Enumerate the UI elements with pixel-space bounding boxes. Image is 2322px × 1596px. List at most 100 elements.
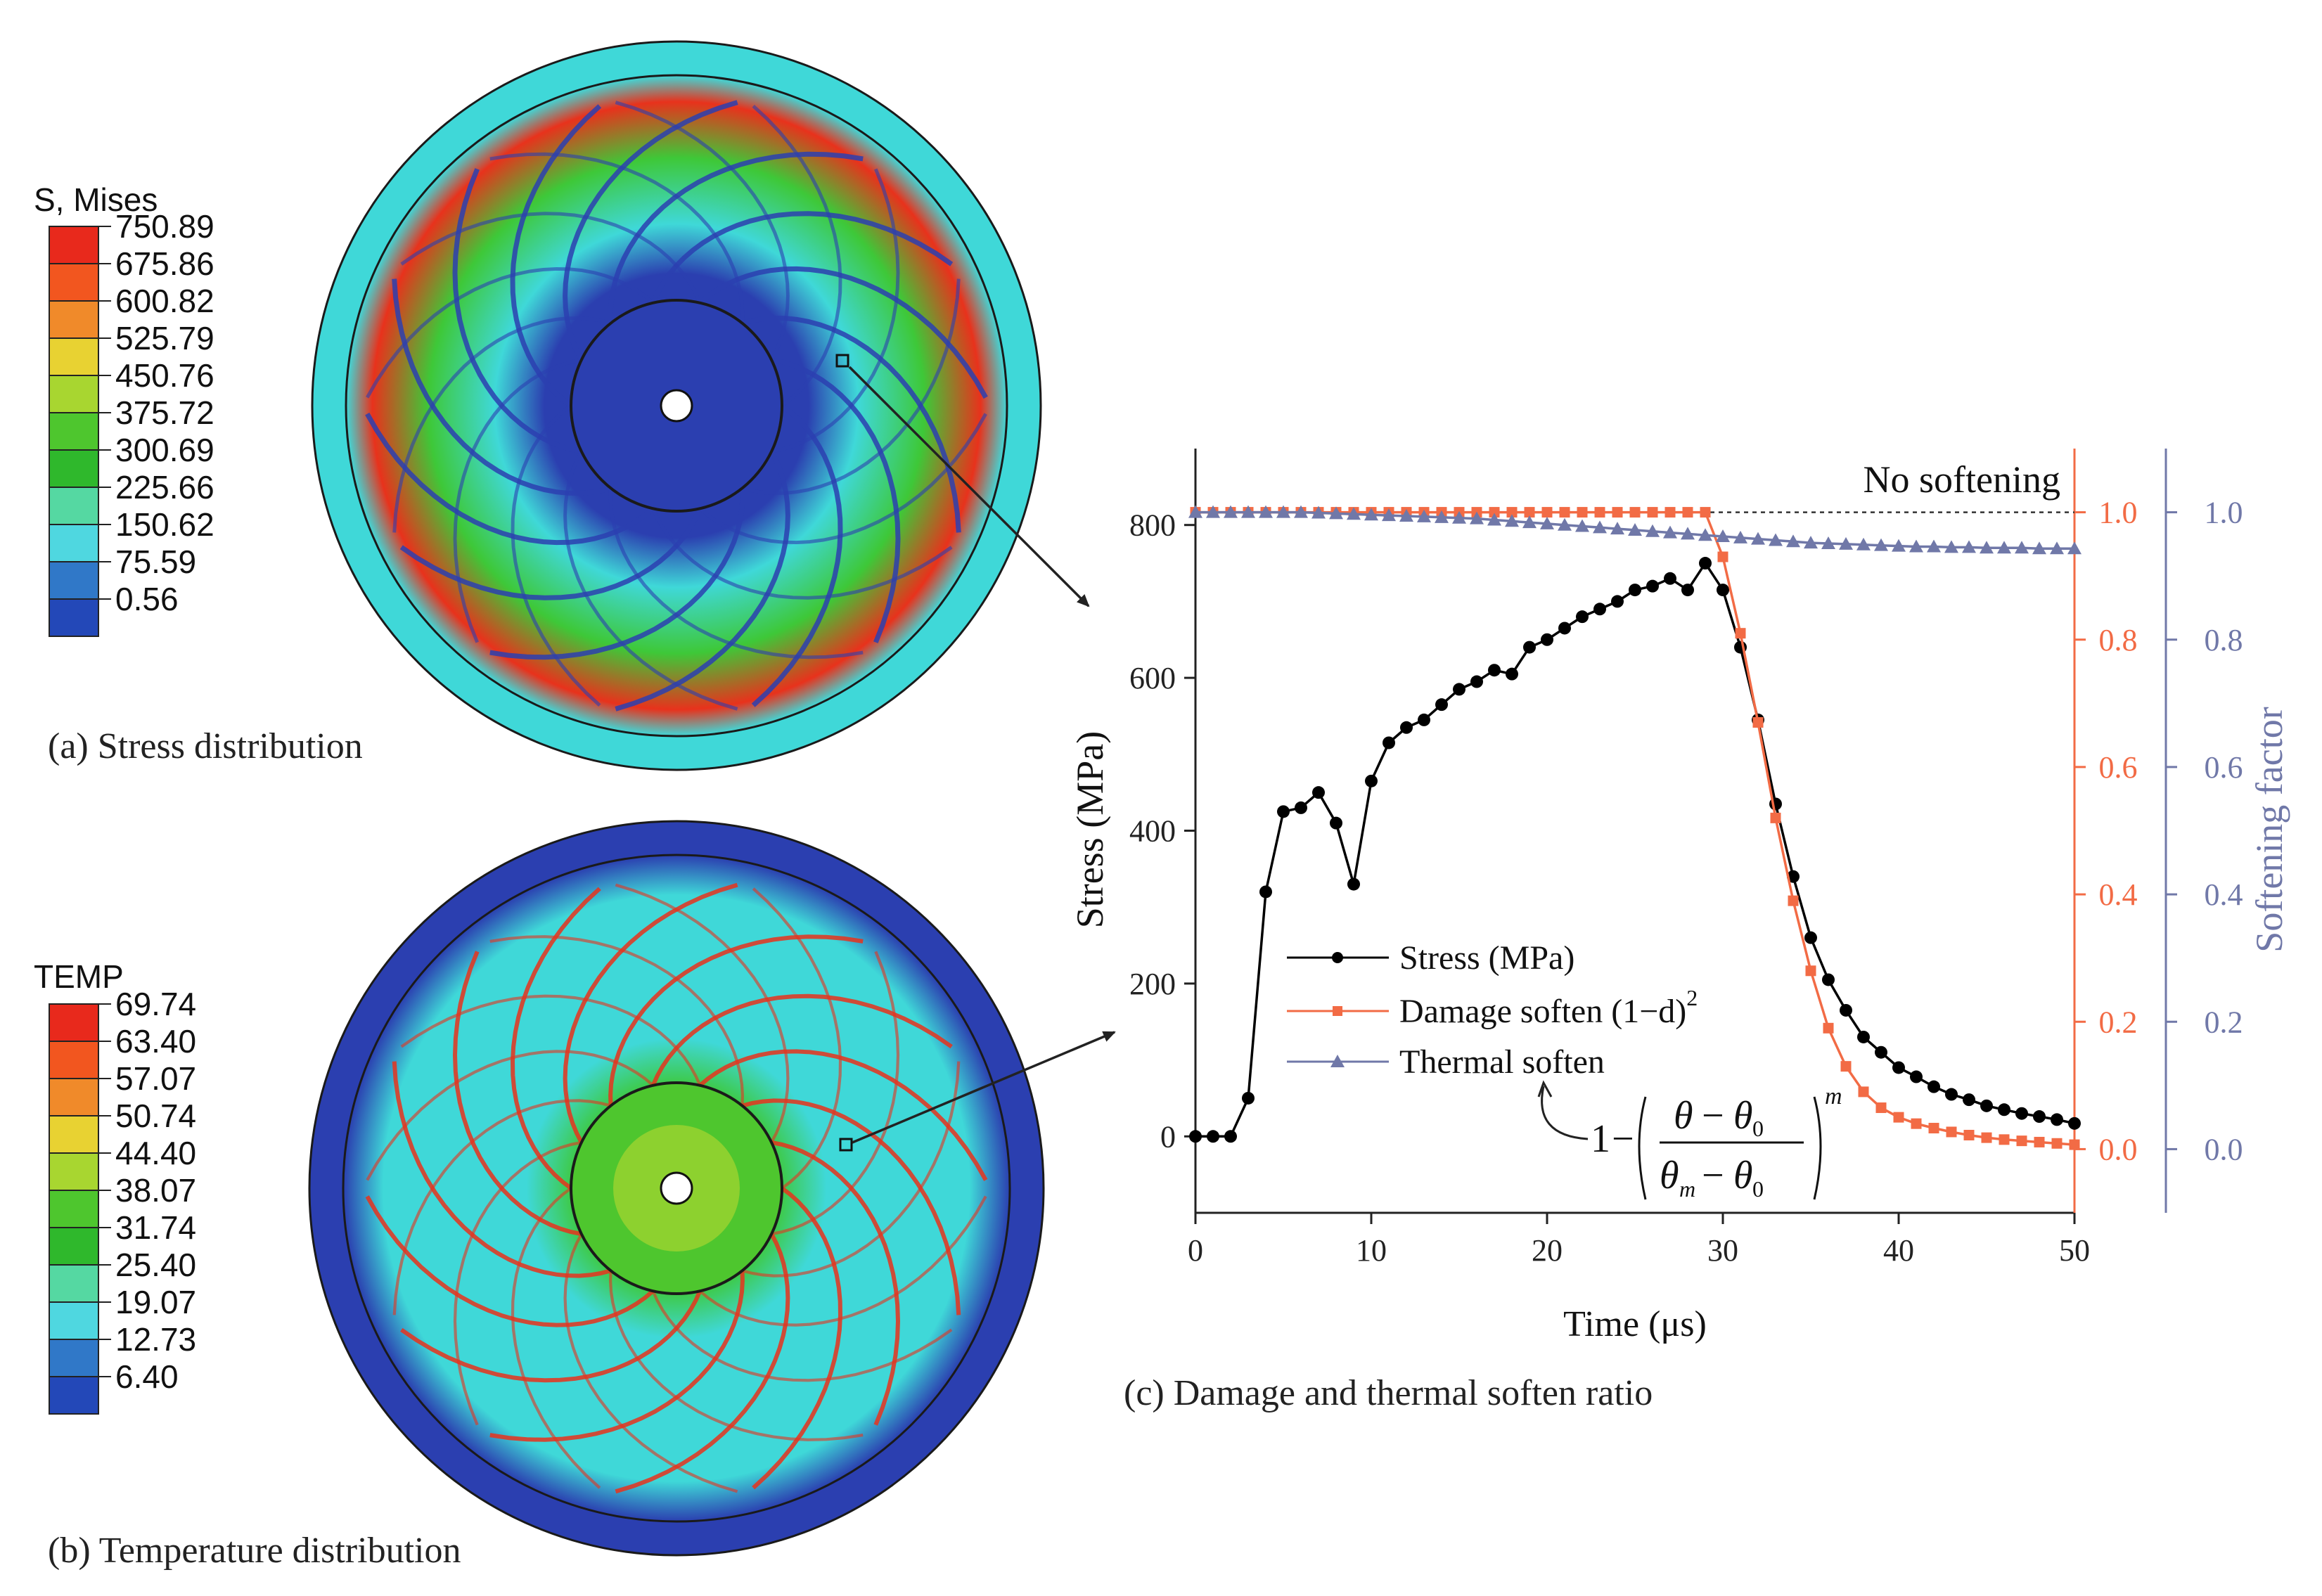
series-0-point-42 [1927, 1080, 1940, 1093]
series-2-point-17 [1487, 513, 1501, 526]
spiralA-band-ccw-13 [615, 101, 790, 361]
panel-c-caption: (c) Damage and thermal soften ratio [1124, 1373, 1653, 1413]
series-2-point-36 [1821, 536, 1835, 549]
series-0-point-13 [1418, 713, 1430, 726]
series-2-point-40 [1892, 539, 1906, 552]
y3-tick-label-2: 0.4 [2205, 877, 2243, 912]
legend-stress-marker [1332, 952, 1343, 963]
legend-stress-label: Stress (MPa) [1399, 939, 1574, 977]
arrow-b-to-chart [852, 1031, 1116, 1144]
series-0-point-3 [1242, 1091, 1255, 1105]
series-1-point-32 [1752, 717, 1764, 728]
x-tick-label-4: 40 [1883, 1233, 1914, 1268]
series-2-point-25 [1628, 522, 1642, 536]
series-1-point-33 [1770, 812, 1781, 823]
series-2-point-42 [1927, 539, 1941, 553]
series-2-point-29 [1698, 528, 1712, 541]
spiralB-band-ccw-8 [453, 1140, 582, 1426]
series-0-point-48 [2033, 1110, 2046, 1124]
legend-a-swatch-4 [49, 375, 99, 413]
series-2-point-13 [1417, 509, 1431, 522]
series-2-point-6 [1294, 505, 1308, 518]
series-2-point-12 [1399, 509, 1413, 522]
series-0-point-44 [1963, 1093, 1975, 1107]
legend-a-swatch-1 [49, 263, 99, 302]
spiralB-band-ccw-7 [511, 1187, 601, 1489]
panel-b-probe-marker [839, 1138, 853, 1152]
legend-b-value-4: 44.40 [115, 1135, 196, 1171]
series-0-point-20 [1541, 633, 1553, 646]
svg-text:−: − [1702, 1094, 1724, 1138]
series-0-point-27 [1664, 572, 1676, 585]
legend-b-swatch-3 [49, 1115, 99, 1154]
series-2-point-50 [2067, 541, 2082, 555]
panel-a-shear-bands [365, 100, 988, 712]
series-2-point-20 [1540, 516, 1554, 529]
legend-b-value-6: 31.74 [115, 1209, 196, 1246]
legend-damage-label: Damage soften (1−d)2 [1399, 985, 1698, 1030]
legend-a-value-4: 450.76 [115, 357, 214, 394]
series-0-point-49 [2051, 1113, 2063, 1126]
legend-damage-marker [1333, 1006, 1342, 1016]
series-1-point-29 [1700, 507, 1711, 518]
y-axis-label: Stress (MPa) [1069, 731, 1111, 929]
panel-a-caption: (a) Stress distribution [48, 726, 363, 766]
svg-text:θ: θ [1733, 1154, 1753, 1197]
series-0-point-4 [1259, 885, 1272, 899]
panel-b-contour-disc [308, 820, 1045, 1557]
svg-text:1: 1 [1591, 1117, 1610, 1161]
series-1-point-21 [1559, 507, 1570, 518]
chart-series [1188, 505, 2082, 1150]
series-2-point-2 [1224, 505, 1238, 518]
spiralB-band-ccw-5 [608, 1270, 864, 1441]
series-1-point-34 [1788, 895, 1799, 906]
legend-damage-sup: 2 [1686, 985, 1698, 1010]
svg-text:0: 0 [1752, 1116, 1764, 1141]
spiralB-band-ccw-3 [699, 1195, 987, 1327]
legend-a-value-6: 300.69 [115, 432, 214, 468]
thermal-formula: 1 − θ − θ 0 θ m − θ 0 m [1537, 1080, 1842, 1202]
chart-axes: 0 10 20 30 40 5002004006008000.00.20.40.60.81… [1129, 449, 2243, 1268]
legend-a-value-7: 225.66 [115, 469, 214, 506]
series-0-point-9 [1347, 877, 1360, 891]
legend-b-value-10: 6.40 [115, 1358, 179, 1395]
legend-b-swatch-4 [49, 1152, 99, 1191]
x-tick-label-3: 30 [1707, 1233, 1738, 1268]
spiralA-band-ccw-5 [608, 488, 864, 659]
series-2-point-8 [1329, 506, 1343, 520]
spiralA-band-13 [771, 357, 901, 643]
series-1-point-37 [1840, 1061, 1852, 1072]
legend-a-swatch-5 [49, 412, 99, 451]
series-2-point-1 [1206, 505, 1220, 518]
svg-text:θ: θ [1733, 1094, 1753, 1138]
no-softening-label: No softening [1864, 458, 2060, 501]
spiralB-band-ccw-12 [489, 935, 745, 1106]
series-2-point-48 [2032, 541, 2046, 555]
spiralA-band-ccw-9 [392, 316, 612, 533]
series-1-point-26 [1647, 507, 1658, 518]
series-2-point-0 [1188, 505, 1202, 518]
panel-a: S, Mises 750.89675.86600.82525.79450.763… [34, 40, 1042, 771]
spiralB-band-13 [771, 1140, 901, 1426]
series-1-point-38 [1858, 1086, 1869, 1098]
series-1-point-50 [2069, 1139, 2080, 1150]
series-2-point-34 [1786, 534, 1800, 548]
series-2-point-7 [1311, 506, 1326, 519]
legend-a-swatch-2 [49, 300, 99, 339]
y-tick-label-3: 600 [1129, 661, 1176, 695]
series-0-point-5 [1277, 805, 1290, 818]
series-2-point-5 [1276, 505, 1290, 518]
series-0-point-10 [1365, 774, 1378, 787]
legend-b-swatch-5 [49, 1190, 99, 1228]
legend-a-value-10: 0.56 [115, 581, 179, 617]
y3-axis-label: Softening factor [2248, 707, 2290, 952]
series-2-point-30 [1716, 529, 1730, 543]
spiralA-band-ccw-10 [366, 266, 655, 399]
y3-tick-label-0: 0.0 [2205, 1132, 2243, 1166]
series-0-point-2 [1224, 1130, 1237, 1143]
series-1-line [1195, 510, 2075, 1146]
series-1-point-30 [1717, 551, 1728, 562]
series-2-point-31 [1733, 530, 1747, 543]
series-0-point-46 [1998, 1103, 2010, 1116]
spiralB-band-ccw-6 [563, 1233, 738, 1493]
